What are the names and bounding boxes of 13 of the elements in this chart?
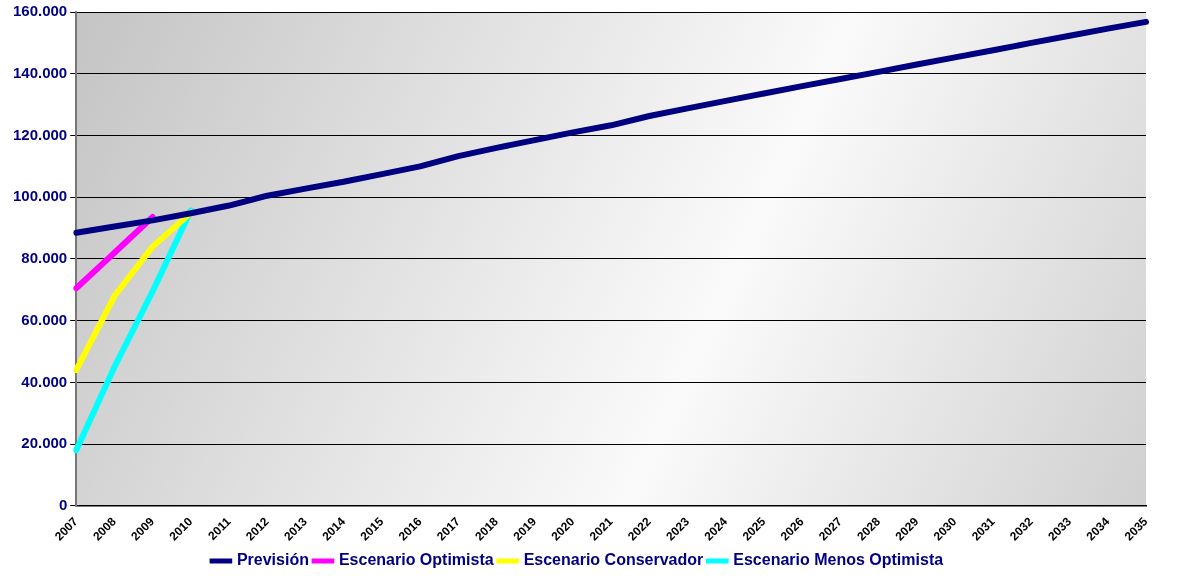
y-tick-label: 80.000 bbox=[21, 249, 68, 267]
legend-label: Escenario Optimista bbox=[338, 551, 494, 569]
y-tick-label: 120.000 bbox=[12, 125, 68, 143]
y-tick-label: 140.000 bbox=[12, 63, 68, 81]
y-tick-label: 60.000 bbox=[21, 310, 68, 328]
y-tick-label: 100.000 bbox=[12, 187, 68, 205]
legend-label: Escenario Menos Optimista bbox=[733, 551, 944, 569]
legend-label: Escenario Conservador bbox=[523, 551, 704, 569]
y-tick-label: 40.000 bbox=[21, 372, 68, 390]
y-tick-label: 20.000 bbox=[21, 434, 68, 452]
legend-label: Previsión bbox=[236, 551, 309, 569]
y-tick-label: 0 bbox=[58, 496, 68, 514]
y-tick-label: 160.000 bbox=[12, 2, 68, 20]
